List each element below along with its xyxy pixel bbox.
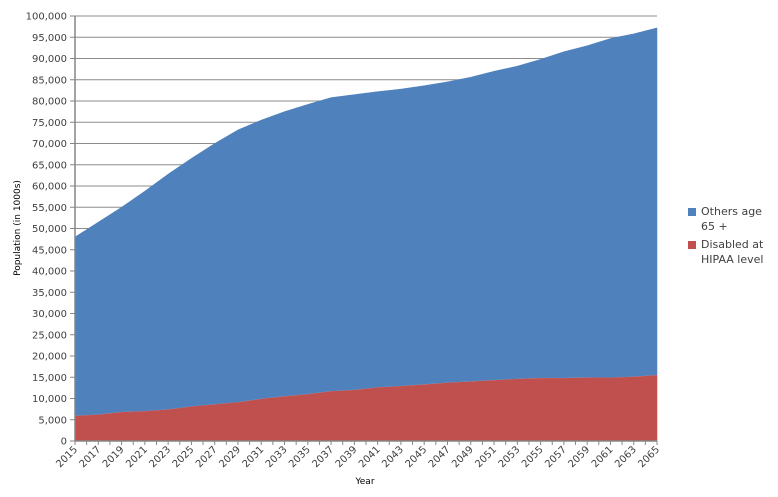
y-tick-label: 50,000 [32,224,67,235]
x-tick-label: 2029 [217,444,243,470]
legend-label: Disabled at HIPAA level [701,238,764,266]
x-tick-label: 2039 [334,444,360,470]
x-tick-label: 2021 [124,444,150,470]
x-tick-label: 2025 [171,444,197,470]
legend-item-others-65: Others age 65 + [688,204,778,234]
y-tick-label: 75,000 [32,118,67,129]
x-tick-label: 2065 [636,444,662,470]
x-tick-label: 2033 [264,444,290,470]
x-tick-label: 2027 [194,444,220,470]
x-tick-label: 2059 [567,444,593,470]
x-tick-label: 2035 [287,444,313,470]
legend-swatch-blue-icon [688,208,696,216]
y-tick-label: 65,000 [32,160,67,171]
plot-areas [74,27,658,442]
y-tick-label: 35,000 [32,288,67,299]
y-tick-label: 100,000 [26,12,67,23]
area-others-age-65- [74,27,658,416]
legend: Others age 65 + Disabled at HIPAA level [688,204,778,270]
y-tick-label: 5,000 [38,415,67,426]
legend-item-disabled-hipaa: Disabled at HIPAA level [688,237,778,267]
x-axis: 2015201720192021202320252027202920312033… [54,440,662,470]
y-tick-label: 45,000 [32,245,67,256]
x-tick-label: 2041 [357,444,383,470]
y-tick-label: 20,000 [32,352,67,363]
x-tick-label: 2037 [310,444,336,470]
y-tick-label: 70,000 [32,139,67,150]
y-tick-label: 85,000 [32,75,67,86]
legend-swatch-red-icon [688,241,696,249]
y-tick-label: 95,000 [32,33,67,44]
x-tick-label: 2043 [380,444,406,470]
x-tick-label: 2063 [613,444,639,470]
x-tick-label: 2053 [497,444,523,470]
y-tick-label: 90,000 [32,54,67,65]
x-tick-label: 2057 [543,444,569,470]
x-tick-label: 2049 [450,444,476,470]
x-tick-label: 2031 [241,444,267,470]
x-tick-label: 2017 [78,444,104,470]
y-tick-label: 10,000 [32,394,67,405]
y-tick-label: 60,000 [32,182,67,193]
y-axis-title: Population (in 1000s) [13,180,23,276]
y-tick-label: 30,000 [32,309,67,320]
x-tick-label: 2015 [54,444,80,470]
y-axis: 0 5,000 10,000 15,000 20,000 25,000 30,000 35,0… [26,12,76,448]
x-tick-label: 2051 [473,444,499,470]
y-tick-label: 55,000 [32,203,67,214]
x-axis-title: Year [354,477,374,487]
x-tick-label: 2023 [147,444,173,470]
x-tick-label: 2061 [590,444,616,470]
x-tick-label: 2045 [404,444,430,470]
y-tick-label: 80,000 [32,97,67,108]
x-tick-label: 2047 [427,444,453,470]
y-tick-label: 0 [61,437,67,448]
x-tick-label: 2055 [520,444,546,470]
legend-label: Others age 65 + [701,205,762,233]
y-tick-label: 25,000 [32,330,67,341]
y-tick-label: 15,000 [32,373,67,384]
x-tick-label: 2019 [101,444,127,470]
y-tick-label: 40,000 [32,267,67,278]
